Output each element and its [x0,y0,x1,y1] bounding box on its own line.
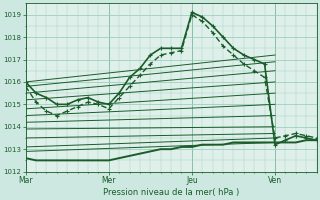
X-axis label: Pression niveau de la mer( hPa ): Pression niveau de la mer( hPa ) [103,188,239,197]
